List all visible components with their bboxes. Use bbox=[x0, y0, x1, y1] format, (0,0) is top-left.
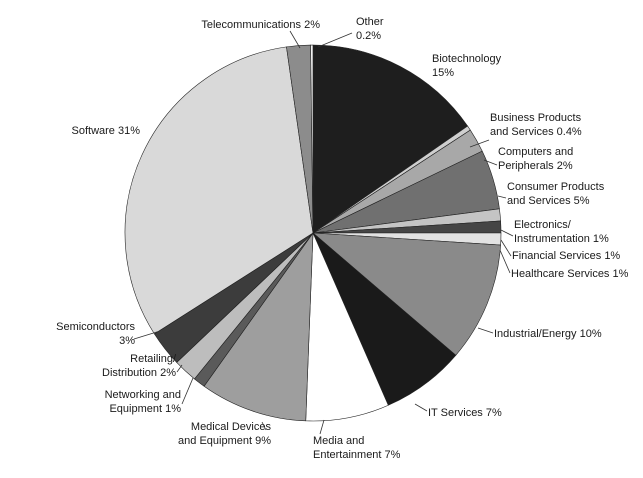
pie-slices bbox=[124, 44, 502, 422]
slice-label: Healthcare Services 1% bbox=[511, 268, 629, 280]
slice-label: Other 0.2% bbox=[356, 16, 384, 42]
slice-label-line: Media and bbox=[313, 435, 364, 447]
leader-line bbox=[483, 159, 498, 166]
leader-line bbox=[317, 32, 353, 48]
leader-line bbox=[469, 139, 490, 148]
slice-label: Networking and Equipment 1% bbox=[105, 389, 182, 415]
leader-line bbox=[414, 403, 428, 412]
slice-labels: Biotechnology 15% Business Products and Ser… bbox=[56, 16, 628, 461]
slice-label: Biotechnology 15% bbox=[432, 53, 502, 79]
slice-label-line: Consumer Products bbox=[507, 181, 605, 193]
leader-line bbox=[477, 327, 494, 334]
slice-label-line: Electronics/ bbox=[514, 219, 572, 231]
leader-line bbox=[133, 330, 161, 340]
leader-line bbox=[289, 30, 301, 49]
leader-line bbox=[500, 229, 514, 237]
leader-line bbox=[181, 377, 194, 405]
slice-label-line: Biotechnology bbox=[432, 53, 502, 65]
slice-label-line: 3% bbox=[119, 335, 135, 347]
pie-slice-medical-devices-and-equipment bbox=[203, 232, 314, 422]
pie-slice-software bbox=[124, 46, 314, 335]
slice-label-line: 0.2% bbox=[356, 30, 381, 42]
slice-label: Telecommunications 2% bbox=[201, 19, 320, 31]
leader-line bbox=[497, 195, 507, 199]
slice-label-line: Semiconductors bbox=[56, 321, 135, 333]
slice-label-line: Telecommunications 2% bbox=[201, 19, 320, 31]
slice-label: Industrial/Energy 10% bbox=[494, 328, 602, 340]
leader-line bbox=[319, 419, 325, 435]
label-leader-lines bbox=[133, 30, 514, 435]
slice-label-line: and Equipment 9% bbox=[178, 435, 271, 447]
slice-label: Retailing/Distribution 2% bbox=[102, 353, 177, 379]
slice-label-line: Peripherals 2% bbox=[498, 160, 573, 172]
leader-line bbox=[176, 364, 183, 373]
pie-slice-other bbox=[310, 44, 314, 234]
slice-label-line: Computers and bbox=[498, 146, 573, 158]
leader-line bbox=[500, 239, 512, 257]
slice-label: Consumer Products and Services 5% bbox=[507, 181, 605, 207]
leader-line bbox=[261, 421, 267, 431]
slice-label-line: Medical Devices bbox=[191, 421, 272, 433]
slice-label-line: Other bbox=[356, 16, 384, 28]
slice-label-line: Equipment 1% bbox=[109, 403, 181, 415]
slice-label-line: IT Services 7% bbox=[428, 407, 502, 419]
slice-label: Medical Devices and Equipment 9% bbox=[178, 421, 271, 447]
slice-label: Software 31% bbox=[72, 125, 141, 137]
slice-label-line: Distribution 2% bbox=[102, 367, 176, 379]
slice-label-line: and Services 5% bbox=[507, 195, 590, 207]
slice-label: Financial Services 1% bbox=[512, 250, 620, 262]
slice-label: Semiconductors 3% bbox=[56, 321, 135, 347]
slice-label-line: Retailing/ bbox=[130, 353, 177, 365]
slice-label-line: Industrial/Energy 10% bbox=[494, 328, 602, 340]
pie-slice-biotechnology bbox=[312, 44, 469, 234]
slice-label-line: and Services 0.4% bbox=[490, 126, 582, 138]
slice-label-line: 15% bbox=[432, 67, 454, 79]
leader-line bbox=[499, 249, 511, 274]
slice-label-line: Networking and bbox=[105, 389, 181, 401]
slice-label: Media and Entertainment 7% bbox=[313, 435, 401, 461]
slice-label-line: Instrumentation 1% bbox=[514, 233, 609, 245]
slice-label-line: Business Products bbox=[490, 112, 582, 124]
slice-label-line: Entertainment 7% bbox=[313, 449, 401, 461]
slice-label-line: Financial Services 1% bbox=[512, 250, 620, 262]
slice-label-line: Healthcare Services 1% bbox=[511, 268, 629, 280]
slice-label: Electronics/Instrumentation 1% bbox=[514, 219, 609, 245]
slice-label: Computers and Peripherals 2% bbox=[498, 146, 573, 172]
slice-label: Business Products and Services 0.4% bbox=[490, 112, 582, 138]
slice-label-line: Software 31% bbox=[72, 125, 141, 137]
slice-label: IT Services 7% bbox=[428, 407, 502, 419]
